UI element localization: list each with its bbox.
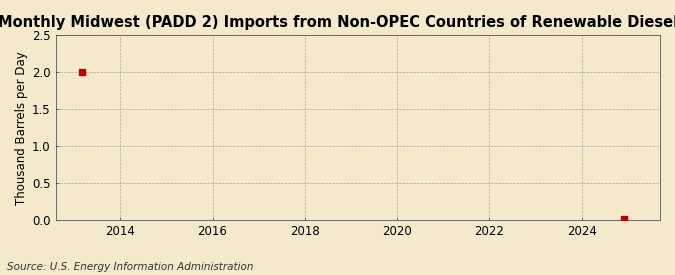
Title: Monthly Midwest (PADD 2) Imports from Non-OPEC Countries of Renewable Diesel Fue: Monthly Midwest (PADD 2) Imports from No… [0, 15, 675, 30]
Y-axis label: Thousand Barrels per Day: Thousand Barrels per Day [15, 51, 28, 205]
Text: Source: U.S. Energy Information Administration: Source: U.S. Energy Information Administ… [7, 262, 253, 272]
